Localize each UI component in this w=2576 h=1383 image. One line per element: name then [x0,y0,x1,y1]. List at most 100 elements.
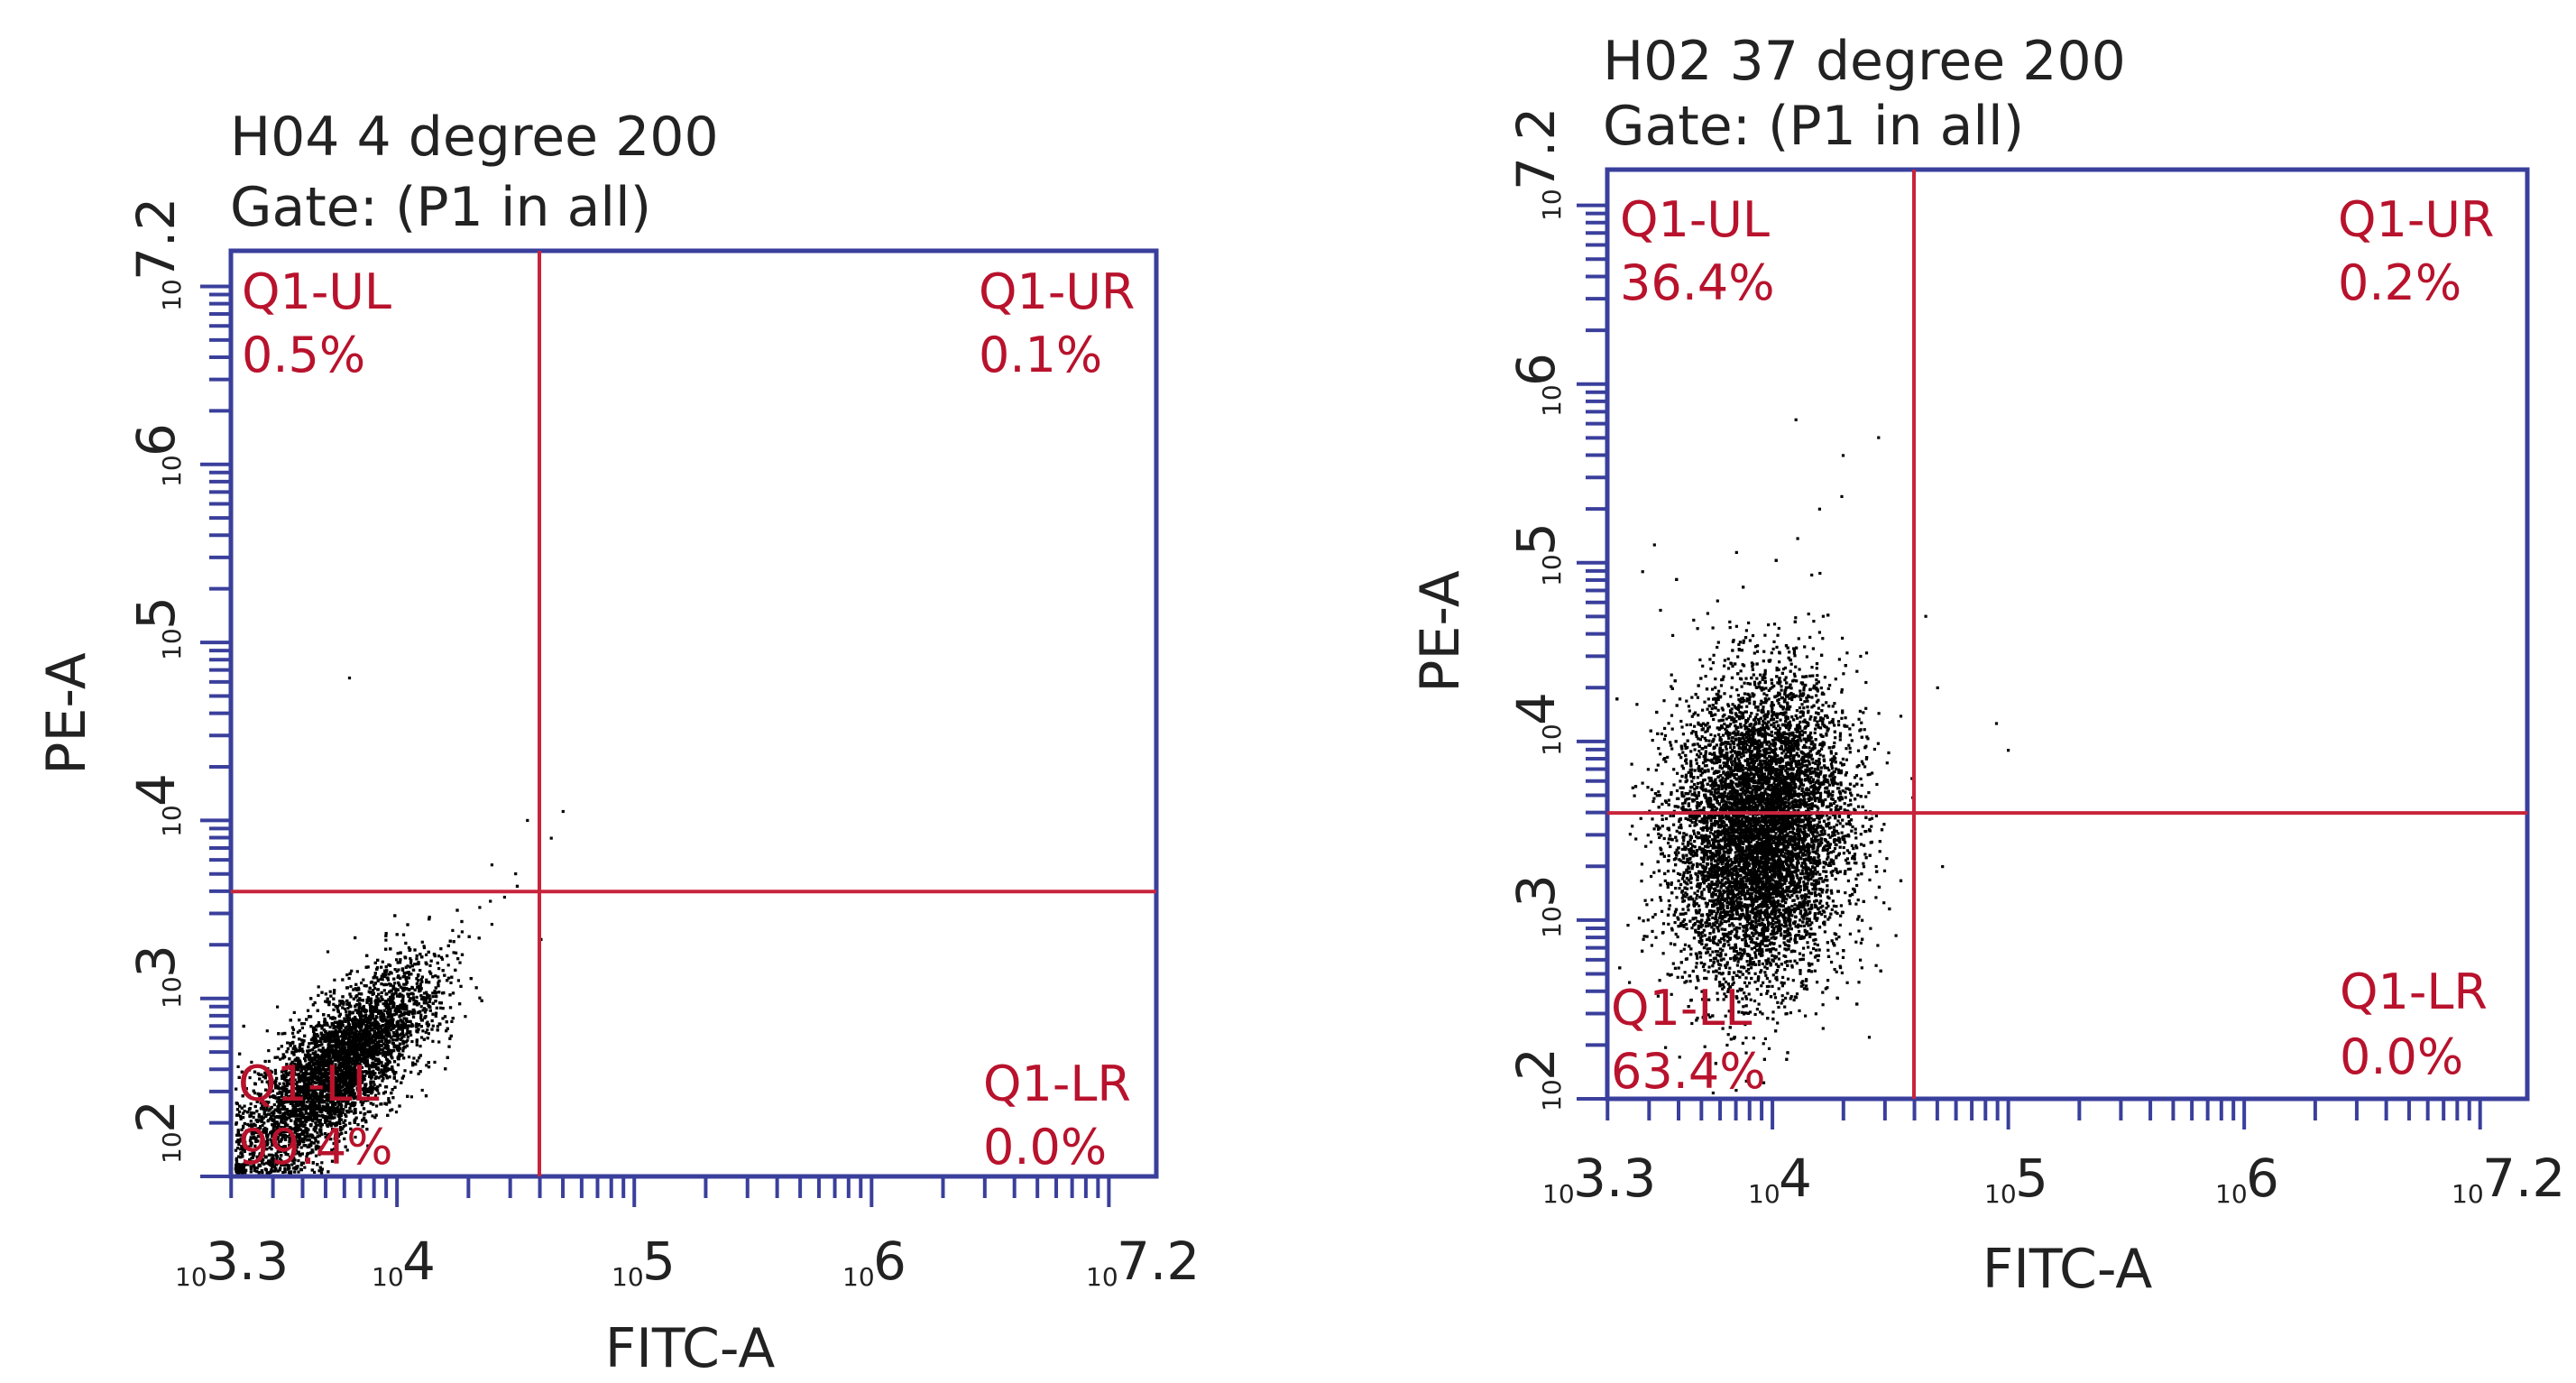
scatter-point [269,1138,272,1141]
scatter-point [293,1158,297,1162]
scatter-point [317,1087,321,1091]
scatter-point [240,1163,244,1166]
scatter-point [410,991,414,995]
scatter-point [387,963,391,967]
scatter-point [383,982,387,986]
scatter-point [354,1081,359,1084]
scatter-point [292,1091,296,1095]
scatter-point [375,966,380,970]
scatter-point [469,977,473,981]
scatter-point [401,933,406,936]
scatter-point [419,978,423,982]
scatter-point [281,1032,284,1036]
scatter-point [400,1053,404,1056]
scatter-point [248,1076,252,1080]
scatter-point [344,1119,347,1122]
scatter-point [395,958,399,962]
scatter-point [320,1123,324,1127]
scatter-point [281,1133,284,1137]
scatter-point [373,1018,377,1021]
scatter-point [452,940,455,944]
scatter-point [312,1046,316,1050]
scatter-point [417,1001,421,1006]
scatter-point [382,1069,385,1073]
scatter-point [415,954,419,957]
scatter-point [338,1121,342,1126]
scatter-point [437,967,441,971]
scatter-point [249,1123,253,1127]
scatter-point [478,996,482,1000]
scatter-point [302,1102,306,1105]
scatter-point [291,1028,296,1031]
scatter-point [415,1043,419,1046]
scatter-point [289,1067,292,1071]
scatter-point [304,1059,308,1063]
scatter-point [305,1101,309,1104]
scatter-point [308,1053,312,1056]
scatter-point [382,973,385,976]
scatter-point [268,1095,272,1099]
scatter-point [276,1138,280,1141]
scatter-point [399,985,402,989]
scatter-point [261,1123,264,1127]
scatter-point [372,1069,375,1073]
scatter-point [389,1020,392,1024]
scatter-point [406,1038,409,1042]
scatter-point [298,1028,301,1033]
scatter-point [419,969,422,973]
scatter-point [317,1084,320,1088]
scatter-point [235,1140,238,1144]
scatter-point [273,1139,277,1142]
scatter-point [347,1094,351,1098]
scatter-point [335,1128,338,1131]
scatter-point [293,1058,297,1062]
scatter-point [300,1026,304,1029]
scatter-point [285,1116,289,1120]
scatter-point [358,1021,362,1025]
scatter-point [296,1065,299,1069]
scatter-point [320,1161,324,1165]
scatter-point [353,1021,356,1025]
scatter-point [366,1099,370,1102]
scatter-point [366,1110,370,1113]
scatter-point [407,992,410,996]
scatter-point [290,1110,294,1113]
scatter-point [286,1083,290,1088]
scatter-point [413,948,417,952]
scatter-point [262,1121,266,1125]
scatter-point [425,953,428,956]
scatter-point [242,1126,245,1129]
scatter-point [262,1147,267,1150]
scatter-point [381,1079,384,1083]
scatter-point [403,1069,407,1073]
scatter-point [320,1132,324,1136]
scatter-point [371,1012,374,1016]
scatter-point [437,954,441,958]
scatter-point [381,978,384,982]
scatter-point [439,955,444,959]
scatter-point [451,928,455,932]
scatter-point [419,1005,423,1009]
scatter-point [294,1073,298,1076]
scatter-point [317,985,320,989]
scatter-point [243,1104,246,1108]
scatter-point [354,1028,357,1032]
scatter-point [334,1063,337,1066]
scatter-point [336,1132,339,1136]
scatter-point [374,1057,378,1061]
scatter-point [450,1019,454,1023]
scatter-point [454,968,457,972]
scatter-point [257,1130,261,1134]
scatter-point [310,1136,314,1139]
scatter-point [297,1159,300,1163]
scatter-point [323,1017,327,1021]
scatter-point [239,1148,243,1151]
scatter-point [257,1113,261,1117]
scatter-point [341,1006,345,1010]
scatter-point [262,1142,266,1146]
scatter-point [415,982,419,985]
scatter-point [319,1040,323,1044]
scatter-point [394,991,398,995]
scatter-point [290,1135,294,1139]
scatter-point [371,1017,374,1020]
